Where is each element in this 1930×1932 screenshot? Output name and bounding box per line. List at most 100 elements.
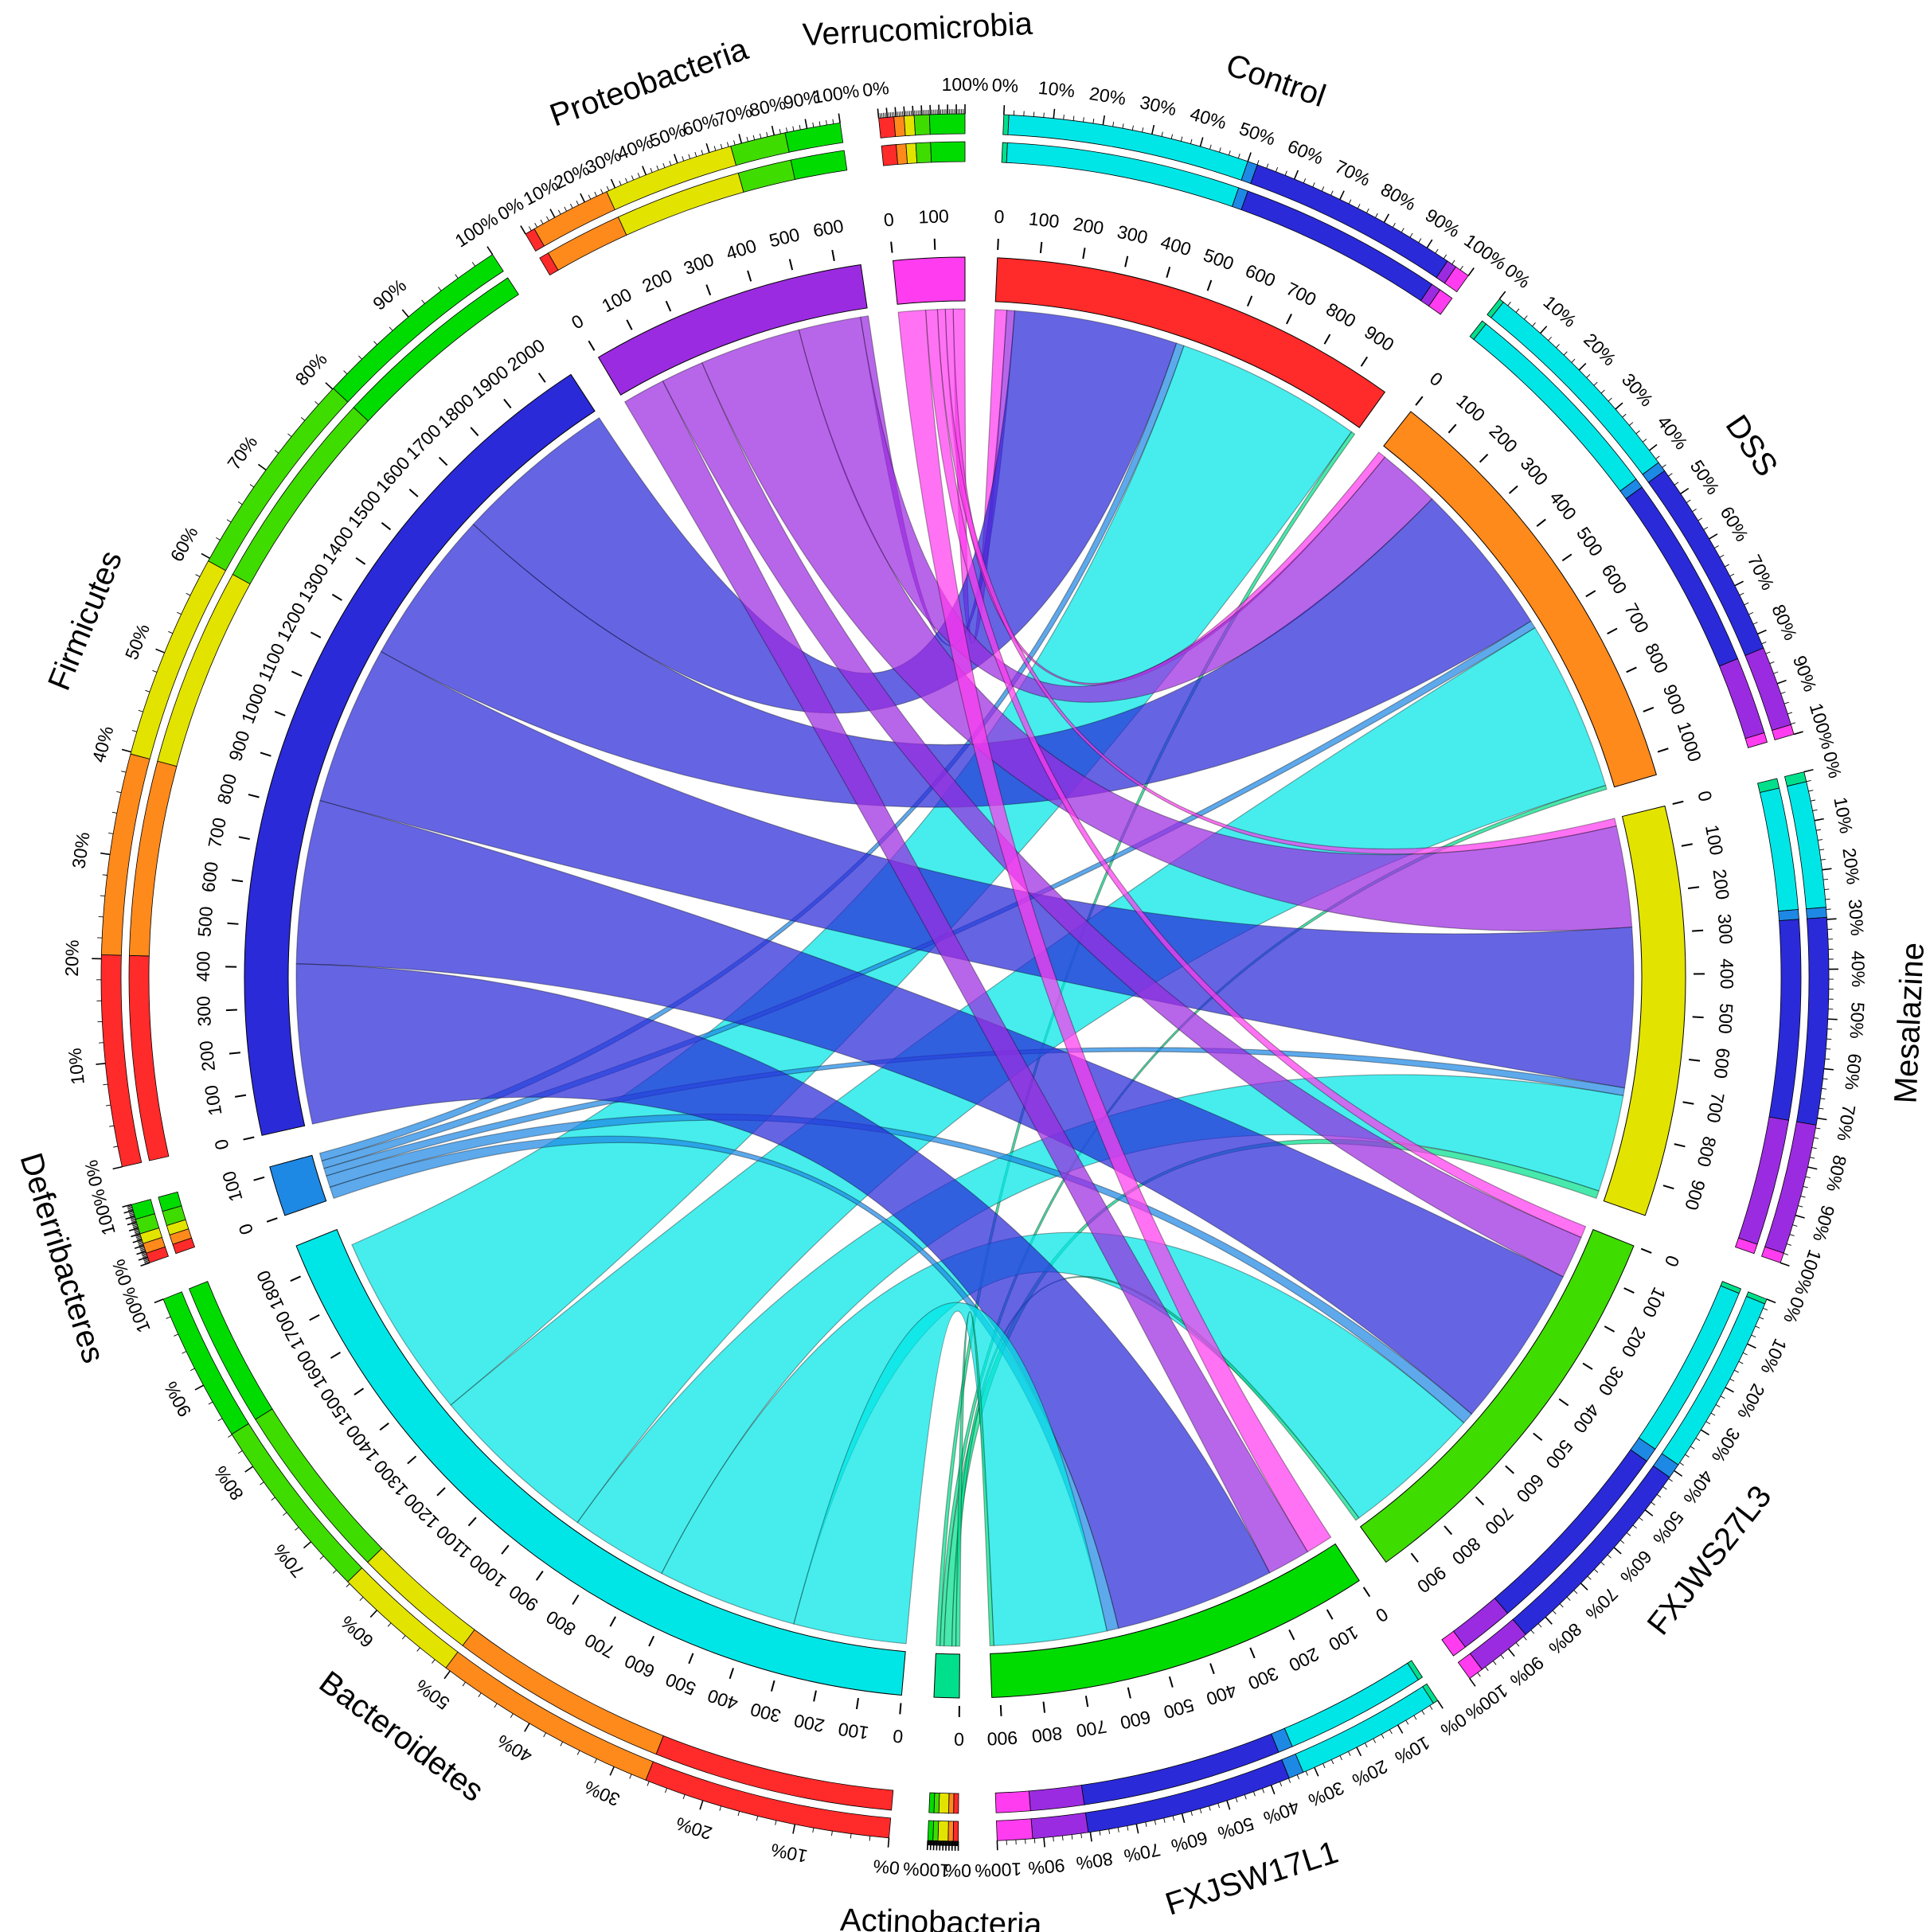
percent-minor-tick [1467, 271, 1472, 276]
percent-minor-tick [1600, 389, 1605, 394]
percent-label: 40% [1679, 1466, 1717, 1509]
tick-label: 300 [748, 1699, 783, 1727]
percent-minor-tick [126, 750, 131, 753]
percent-minor-tick [886, 112, 888, 118]
percent-minor-tick [1226, 1800, 1229, 1805]
ribbon-mesalazine-verrucomicrobia [936, 308, 1617, 855]
percent-label: 100% [1460, 230, 1510, 274]
tick-label: 0 [1694, 789, 1716, 804]
tick-mark [1533, 1432, 1543, 1442]
tick-mark [588, 340, 596, 351]
percent-label: 10% [769, 1840, 809, 1868]
tick-mark [331, 593, 342, 601]
percent-minor-tick [1615, 405, 1619, 410]
percent-minor-tick [1339, 1755, 1342, 1761]
group-label-bacteroidetes: Bacteroidetes [313, 1665, 490, 1809]
percent-minor-tick [1685, 1454, 1690, 1458]
tick-label: 600 [1597, 560, 1631, 597]
tick-label: 500 [662, 1669, 698, 1700]
percent-label: 20% [1838, 847, 1864, 886]
percent-minor-tick [881, 112, 883, 119]
group-arc-deferribacteres [269, 1154, 327, 1216]
percent-minor-tick [295, 1527, 299, 1531]
percent-minor-tick [166, 1316, 171, 1319]
percent-minor-tick [416, 1647, 420, 1652]
tick-mark [1249, 1647, 1256, 1659]
percent-strip-outer-mesalazine [1761, 1246, 1784, 1263]
percent-minor-tick [1373, 1738, 1377, 1743]
percent-minor-tick [217, 1418, 223, 1422]
percent-minor-tick [127, 1208, 133, 1210]
percent-minor-tick [1135, 1824, 1138, 1829]
tick-label: 200 [1286, 1644, 1322, 1676]
percent-minor-tick [176, 611, 182, 615]
percent-minor-tick [105, 853, 111, 855]
tick-mark [438, 456, 448, 466]
percent-minor-tick [1715, 1404, 1721, 1407]
percent-label: 90% [1789, 653, 1821, 694]
tick-label: 100 [1325, 1622, 1362, 1656]
percent-minor-tick [130, 1216, 135, 1220]
percent-label: 30% [1305, 1778, 1347, 1811]
tick-mark [266, 1217, 278, 1223]
percent-minor-tick [669, 160, 672, 166]
percent-minor-tick [1803, 1185, 1808, 1188]
percent-label: 70% [1332, 156, 1374, 190]
tick-mark [747, 270, 752, 282]
percent-minor-tick [131, 1219, 136, 1222]
percent-strip-outer-control [1444, 266, 1469, 293]
percent-label: 80% [291, 349, 330, 389]
percent-minor-tick [1287, 1778, 1291, 1783]
tick-mark [1444, 1525, 1453, 1536]
percent-minor-tick [1131, 125, 1134, 131]
percent-minor-tick [1170, 134, 1174, 139]
percent-strip-inner-verrucomicrobia [915, 142, 932, 164]
group-arc-verrucomicrobia [893, 256, 966, 305]
tick-mark [855, 1697, 859, 1710]
tick-mark [537, 373, 546, 383]
percent-minor-tick [726, 142, 729, 147]
percent-minor-tick [818, 121, 821, 127]
tick-label: 200 [1709, 868, 1733, 900]
percent-label: 0% [873, 1856, 901, 1879]
percent-minor-tick [1330, 190, 1334, 196]
tick-mark [231, 879, 244, 883]
percent-minor-tick [1247, 156, 1250, 162]
percent-label: 50% [1686, 456, 1724, 498]
percent-minor-tick [438, 287, 442, 291]
percent-label: 60% [337, 1612, 377, 1652]
percent-label: 100% [975, 1859, 1022, 1881]
percent-label: 30% [1845, 899, 1868, 937]
percent-minor-tick [1651, 1501, 1655, 1506]
tick-mark [1448, 423, 1457, 434]
percent-minor-tick [1515, 1642, 1520, 1647]
tick-mark [609, 1616, 616, 1627]
tick-mark [665, 300, 672, 312]
percent-minor-tick [135, 1231, 140, 1234]
percent-minor-tick [1357, 204, 1361, 209]
percent-minor-tick [1102, 119, 1104, 126]
percent-minor-tick [1163, 1817, 1166, 1823]
percent-label: 10% [64, 1047, 88, 1085]
percent-minor-tick [1734, 1369, 1739, 1373]
tick-label: 300 [681, 249, 717, 279]
percent-minor-tick [1719, 554, 1725, 558]
percent-minor-tick [1725, 564, 1729, 568]
tick-label: 100 [201, 1083, 226, 1117]
percent-minor-tick [129, 1214, 135, 1217]
percent-minor-tick [1523, 1636, 1527, 1641]
percent-minor-tick [1072, 115, 1075, 121]
percent-minor-tick [1053, 1836, 1054, 1842]
tick-label: 0 [1372, 1604, 1392, 1627]
percent-label: 0% [861, 77, 890, 100]
tick-mark [1415, 396, 1424, 406]
percent-minor-tick [812, 122, 815, 127]
tick-label: 200 [1485, 420, 1522, 457]
tick-label: 300 [193, 996, 215, 1027]
tick-label: 600 [197, 861, 222, 893]
percent-minor-tick [766, 131, 768, 137]
percent-minor-tick [343, 370, 348, 375]
tick-label: 1200 [272, 599, 310, 645]
tick-mark [309, 1314, 320, 1321]
percent-minor-tick [1381, 1734, 1385, 1739]
